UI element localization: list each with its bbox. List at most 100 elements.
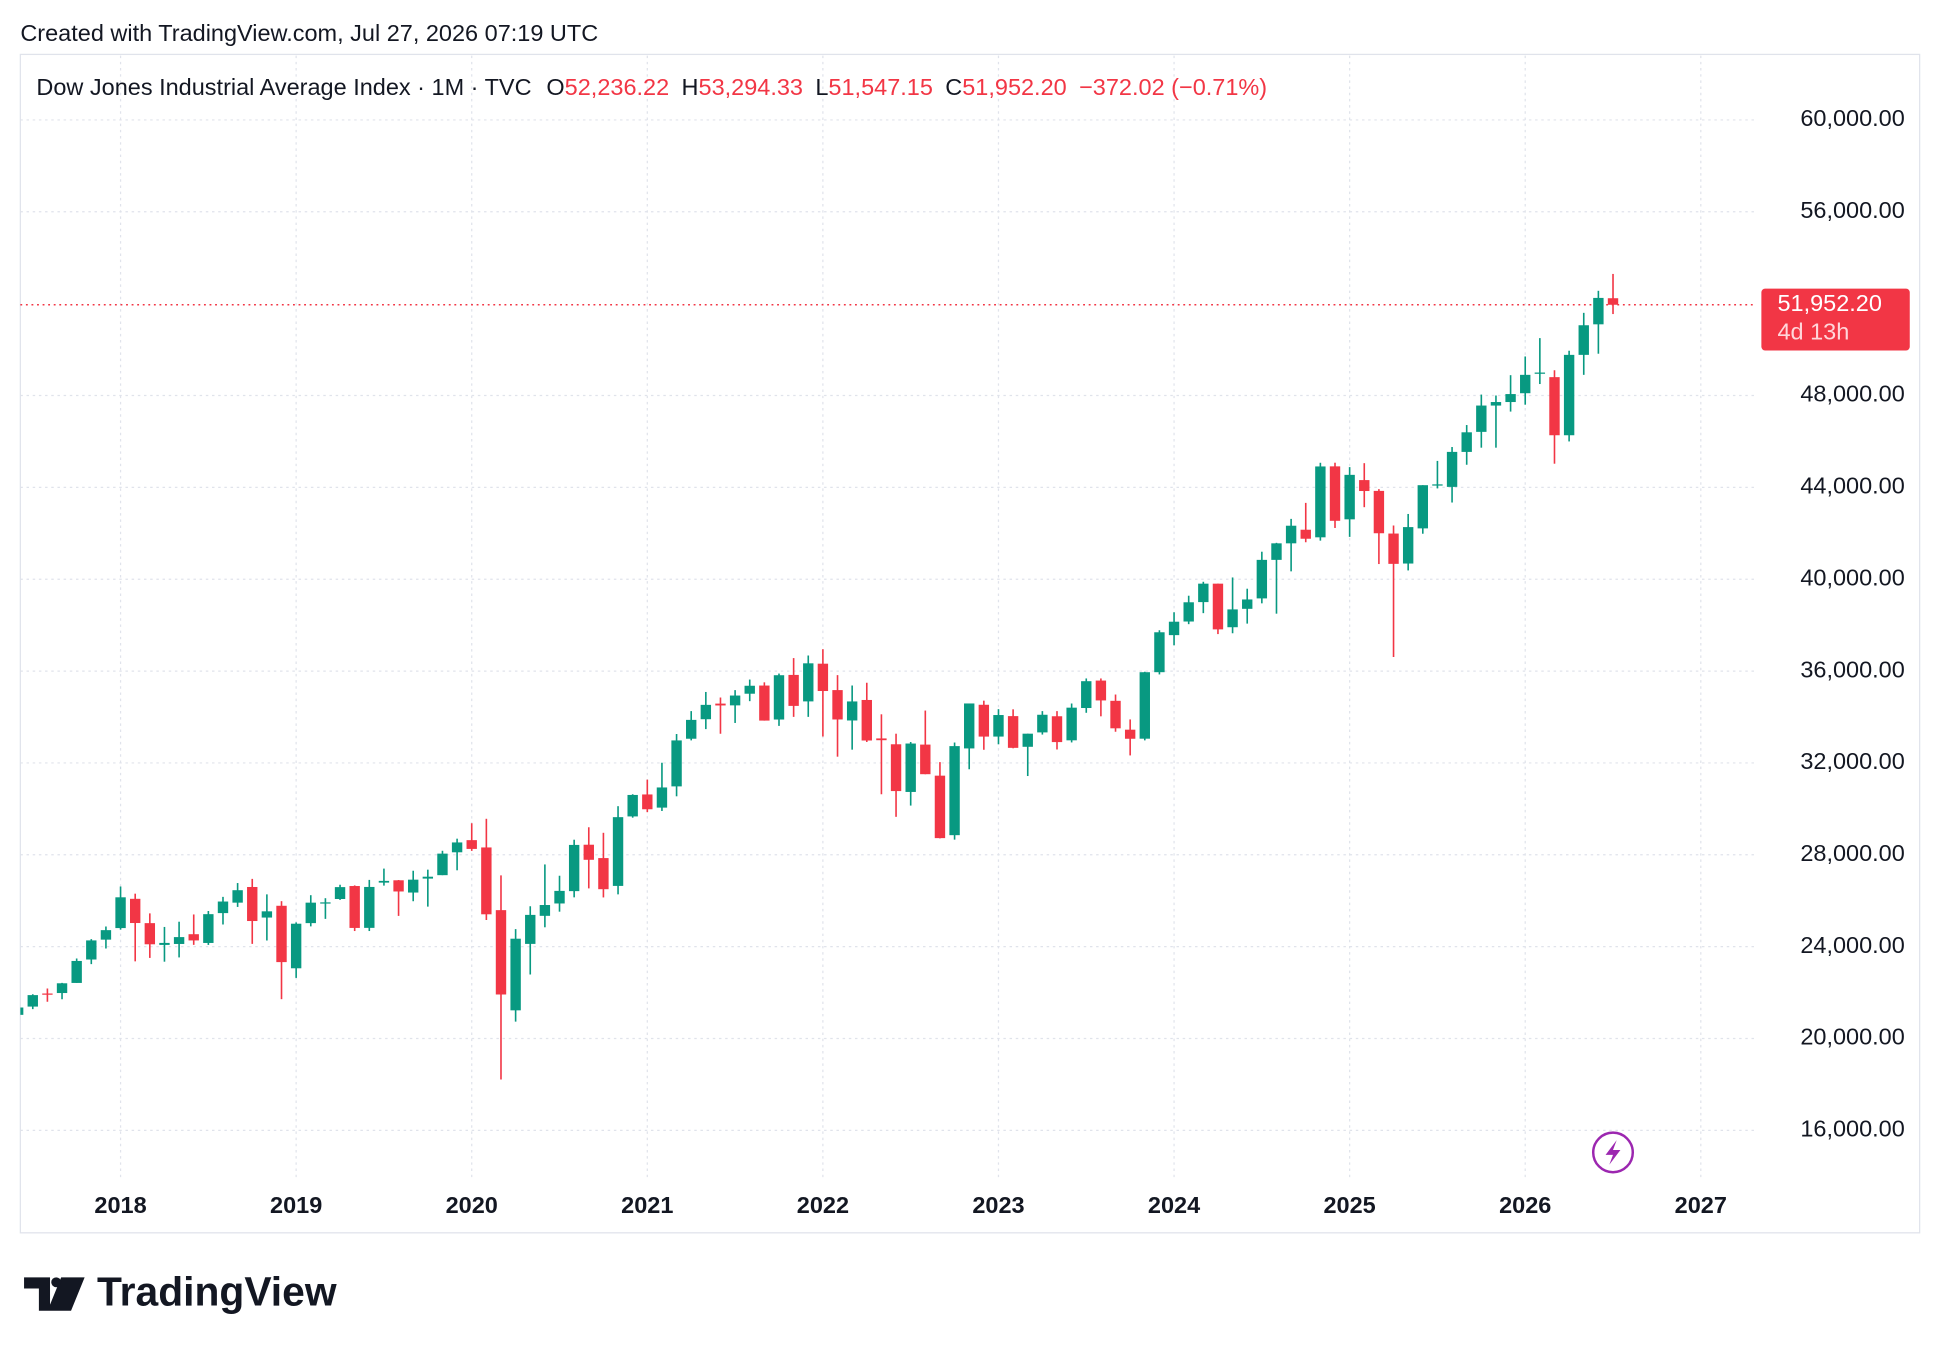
y-tick-label: 28,000.00 bbox=[1800, 840, 1904, 866]
candle-body bbox=[934, 775, 946, 839]
ohlc-value: 51,547.15 bbox=[828, 74, 932, 100]
candle-body bbox=[393, 880, 404, 892]
y-tick-label: 48,000.00 bbox=[1800, 381, 1904, 407]
candle-body bbox=[305, 902, 316, 924]
candle-body bbox=[920, 744, 931, 775]
candle-body bbox=[890, 744, 902, 792]
candle-body bbox=[1344, 474, 1355, 520]
ohlc-key: L bbox=[815, 74, 828, 100]
candle-body bbox=[481, 847, 492, 915]
candle-body bbox=[1520, 374, 1531, 394]
candle-body bbox=[964, 703, 975, 749]
x-tick-label: 2026 bbox=[1499, 1192, 1551, 1218]
candle-body bbox=[408, 879, 419, 893]
candle-body bbox=[378, 880, 390, 883]
x-tick-label: 2018 bbox=[94, 1192, 146, 1218]
x-tick-label: 2021 bbox=[621, 1192, 673, 1218]
grid bbox=[20, 55, 1757, 1181]
candle-body bbox=[715, 703, 726, 706]
candle-body bbox=[1461, 432, 1472, 452]
candle-body bbox=[1242, 599, 1253, 609]
candle-body bbox=[261, 911, 273, 918]
candle-body bbox=[1446, 451, 1458, 487]
candle-body bbox=[832, 690, 843, 720]
candle-body bbox=[495, 910, 507, 995]
y-tick-label: 40,000.00 bbox=[1800, 564, 1904, 590]
candle-body bbox=[1037, 714, 1048, 733]
candle-body bbox=[1432, 484, 1443, 486]
candle-body bbox=[1212, 583, 1224, 630]
candle-body bbox=[1476, 405, 1487, 432]
y-tick-label: 16,000.00 bbox=[1800, 1116, 1904, 1142]
ohlc-value: 53,294.33 bbox=[699, 74, 803, 100]
candle-body bbox=[803, 663, 814, 702]
y-tick-label: 44,000.00 bbox=[1800, 473, 1904, 499]
candle-body bbox=[364, 886, 375, 928]
candle-body bbox=[247, 886, 258, 922]
candle-body bbox=[1359, 480, 1370, 492]
candle-body bbox=[656, 787, 668, 808]
candle-body bbox=[1388, 533, 1399, 564]
candle-body bbox=[1505, 394, 1516, 403]
candle-body bbox=[1124, 729, 1136, 739]
candle-body bbox=[583, 844, 594, 860]
candle-body bbox=[1022, 733, 1033, 747]
candle-body bbox=[1095, 680, 1107, 701]
candle-body bbox=[437, 853, 448, 876]
y-tick-label: 24,000.00 bbox=[1800, 932, 1904, 958]
candle-body bbox=[788, 674, 799, 706]
ohlc-key: H bbox=[682, 74, 699, 100]
last-price-label: 51,952.20 bbox=[1777, 290, 1881, 316]
candle-body bbox=[422, 876, 434, 879]
x-tick-label: 2027 bbox=[1675, 1192, 1727, 1218]
candle-body bbox=[27, 995, 38, 1007]
ohlc-key: O bbox=[546, 74, 564, 100]
candle-body bbox=[978, 704, 990, 737]
candle-body bbox=[1563, 354, 1575, 436]
candle-body bbox=[744, 685, 755, 694]
candle-body bbox=[290, 923, 302, 969]
x-tick-label: 2022 bbox=[797, 1192, 849, 1218]
candle-body bbox=[71, 960, 82, 983]
brand-name: TradingView bbox=[97, 1268, 337, 1314]
candle-body bbox=[773, 675, 785, 720]
candle-body bbox=[1607, 298, 1619, 305]
candles bbox=[20, 273, 1619, 1080]
candle-body bbox=[729, 695, 741, 706]
y-tick-label: 60,000.00 bbox=[1800, 105, 1904, 131]
y-tick-label: 20,000.00 bbox=[1800, 1024, 1904, 1050]
candle-body bbox=[1402, 527, 1414, 564]
candle-body bbox=[598, 858, 609, 890]
brand-logo: TradingView bbox=[24, 1268, 337, 1314]
lightning-icon[interactable] bbox=[1591, 1131, 1635, 1174]
candle-body bbox=[1300, 529, 1311, 539]
candle-body bbox=[700, 704, 712, 720]
ohlc-value: 51,952.20 bbox=[962, 74, 1066, 100]
candle-body bbox=[1168, 621, 1180, 636]
candle-body bbox=[554, 890, 565, 904]
candle-body bbox=[130, 898, 141, 924]
candle-body bbox=[1578, 325, 1589, 355]
candle-body bbox=[1271, 543, 1282, 560]
candle-body bbox=[817, 663, 829, 692]
candle-body bbox=[1139, 672, 1150, 739]
candle-body bbox=[334, 887, 346, 900]
created-note: Created with TradingView.com, Jul 27, 20… bbox=[20, 20, 598, 46]
candle-body bbox=[86, 940, 97, 960]
legend: Dow Jones Industrial Average Index · 1M … bbox=[36, 74, 1267, 100]
candle-body bbox=[905, 743, 916, 792]
candle-body bbox=[100, 930, 112, 940]
candle-body bbox=[1183, 602, 1194, 622]
candle-body bbox=[993, 715, 1004, 737]
candle-body bbox=[349, 886, 360, 928]
candle-body bbox=[539, 905, 551, 916]
candle-body bbox=[1417, 485, 1428, 529]
candle-body bbox=[320, 902, 331, 904]
candle-body bbox=[759, 685, 770, 721]
candle-body bbox=[188, 934, 199, 941]
candle-body bbox=[20, 1007, 24, 1015]
candle-body bbox=[144, 923, 156, 945]
symbol-title: Dow Jones Industrial Average Index · 1M … bbox=[36, 74, 531, 100]
